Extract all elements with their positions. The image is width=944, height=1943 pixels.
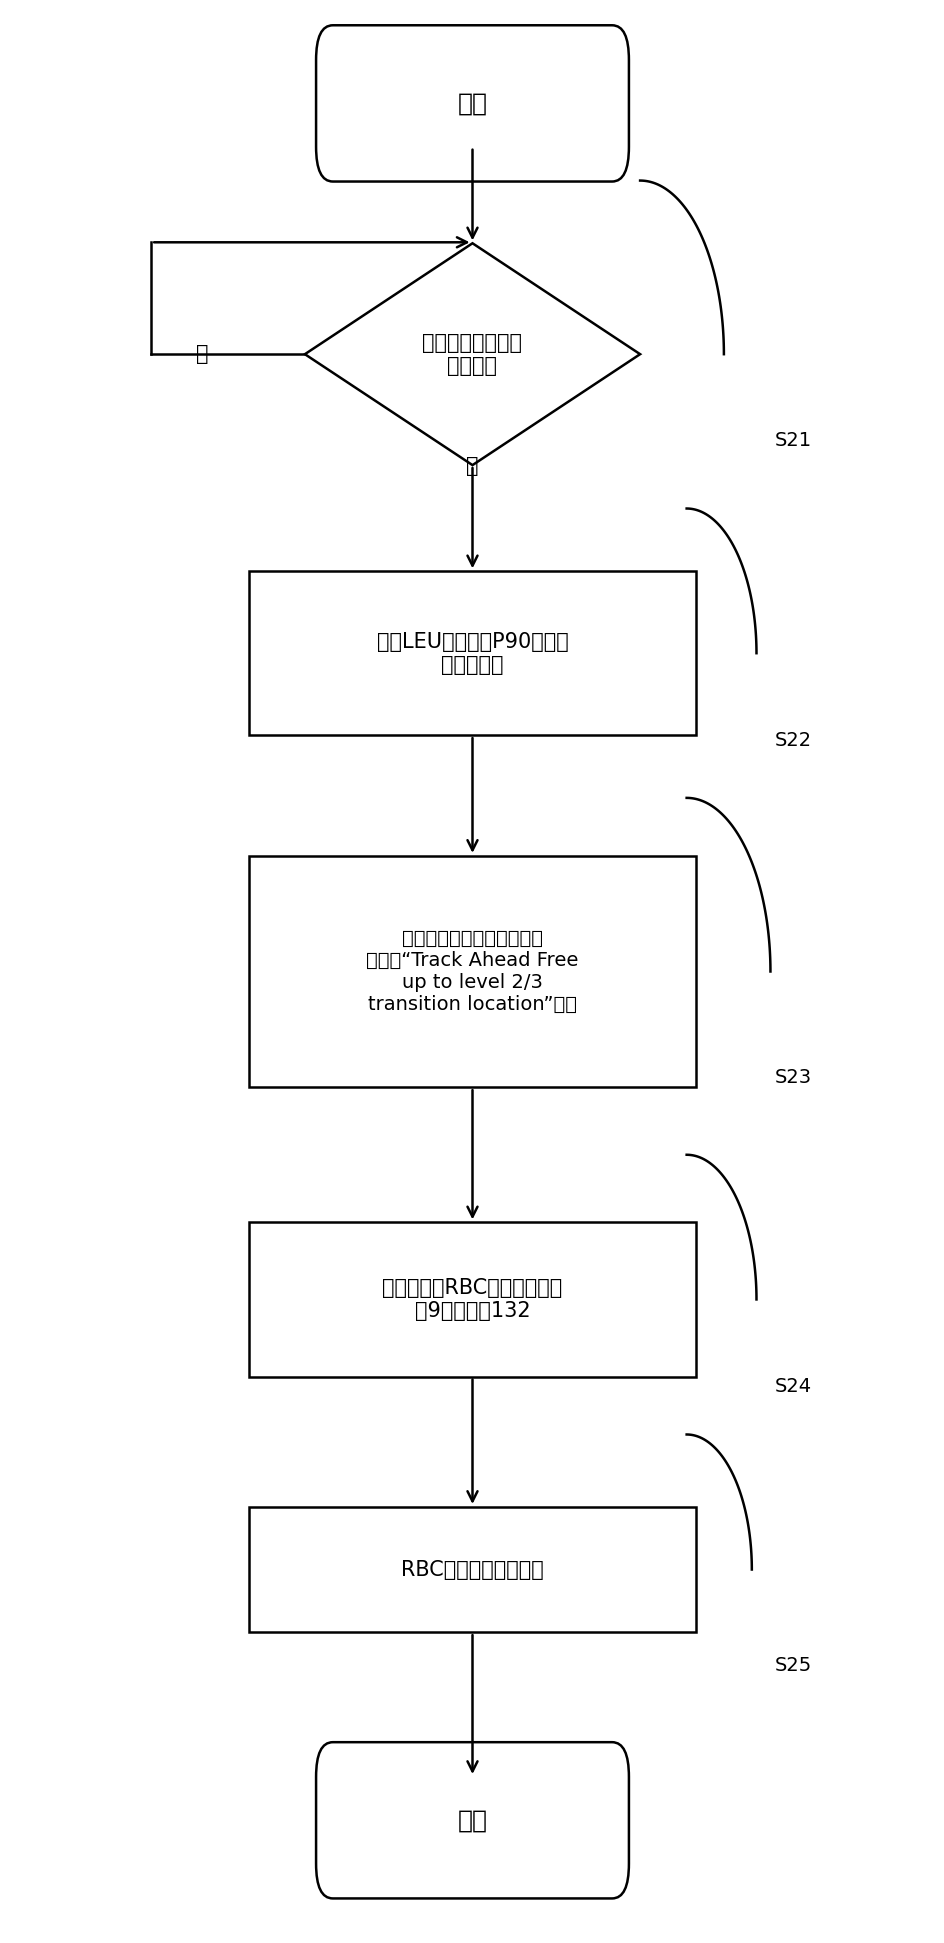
Text: S21: S21 [774,431,812,451]
Text: S22: S22 [774,731,812,750]
Bar [249,1508,695,1632]
Text: RBC可以计算移动授权: RBC可以计算移动授权 [400,1560,544,1580]
Bar [249,1222,695,1376]
Text: 联锁判断闭塞分区
是否空闲: 联锁判断闭塞分区 是否空闲 [422,332,522,375]
FancyBboxPatch shape [315,1743,629,1898]
Text: 开始: 开始 [457,91,487,115]
Text: 否: 否 [196,344,209,363]
Bar [249,855,695,1088]
FancyBboxPatch shape [315,25,629,181]
Text: 是: 是 [465,457,479,476]
Bar [249,571,695,734]
Text: S24: S24 [774,1378,812,1395]
Text: 车载设备给RBC发送带有信息
包9的消息包132: 车载设备给RBC发送带有信息 包9的消息包132 [382,1278,562,1321]
Text: 结束: 结束 [457,1809,487,1832]
Polygon shape [305,243,639,464]
Text: S25: S25 [774,1657,812,1675]
Text: 经过该应答器的列车车载设
备收到“Track Ahead Free
up to level 2/3
transition location”消息: 经过该应答器的列车车载设 备收到“Track Ahead Free up to … [366,929,578,1014]
Text: S23: S23 [774,1069,812,1086]
Text: 通过LEU，给发送P90的应答
器填充信息: 通过LEU，给发送P90的应答 器填充信息 [377,631,567,674]
